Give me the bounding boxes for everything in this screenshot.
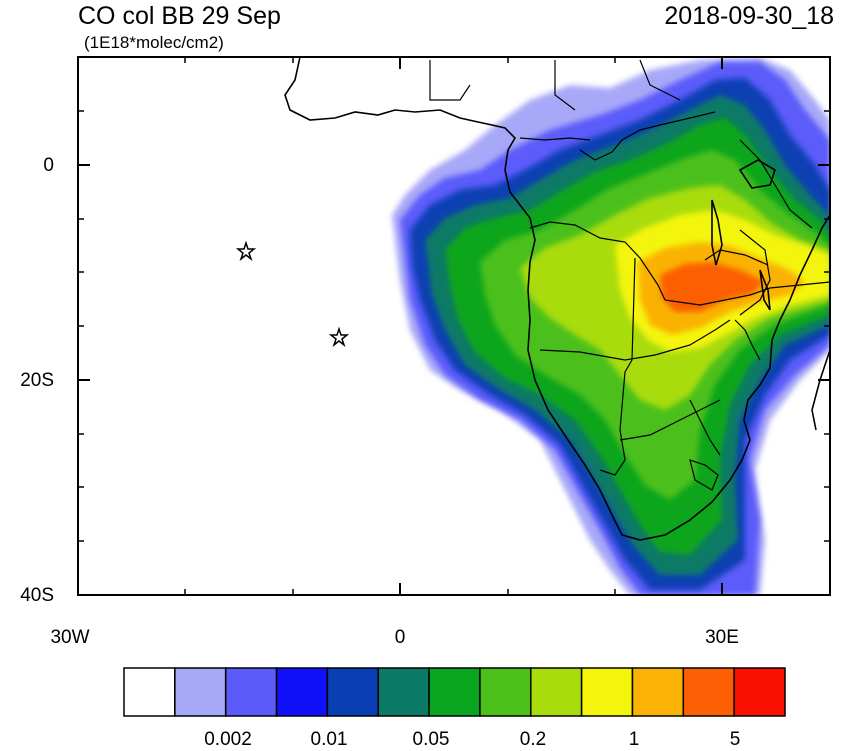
colorbar-swatch-4 bbox=[326, 667, 379, 717]
map-title: CO col BB 29 Sep bbox=[78, 2, 281, 30]
colorbar-swatch-1 bbox=[174, 667, 227, 717]
colorbar-swatch-3 bbox=[275, 667, 329, 717]
colorbar-swatch-12 bbox=[733, 667, 786, 717]
colorbar-swatch-0 bbox=[123, 667, 176, 717]
colorbar-swatch-11 bbox=[682, 667, 735, 717]
lat-label-20s: 20S bbox=[20, 370, 54, 391]
colorbar-label-001: 0.01 bbox=[310, 729, 348, 750]
lat-label-40s: 40S bbox=[20, 585, 54, 606]
colorbar-swatch-5 bbox=[377, 667, 430, 717]
country-borders bbox=[429, 59, 830, 491]
colorbar-swatch-6 bbox=[428, 667, 481, 717]
marker-star-1 bbox=[235, 240, 257, 262]
lake-tanganyika bbox=[711, 199, 723, 266]
lon-label-30w: 30W bbox=[50, 627, 90, 648]
plume-contour-dark-orange bbox=[660, 262, 765, 312]
coastlines bbox=[284, 57, 830, 541]
colorbar bbox=[123, 667, 786, 717]
colorbar-label-1: 1 bbox=[628, 729, 640, 750]
colorbar-label-02: 0.2 bbox=[519, 729, 547, 750]
lon-label-30e: 30E bbox=[705, 627, 739, 648]
colorbar-label-005: 0.05 bbox=[412, 729, 450, 750]
lat-label-0: 0 bbox=[43, 155, 54, 176]
colorbar-swatch-7 bbox=[479, 667, 532, 717]
colorbar-label-5: 5 bbox=[729, 729, 741, 750]
africa-coastline bbox=[284, 57, 830, 541]
colorbar-label-0002: 0.002 bbox=[204, 729, 252, 750]
colorbar-swatch-8 bbox=[530, 667, 583, 717]
madagascar-outline bbox=[811, 349, 830, 431]
axis-ticks bbox=[77, 57, 830, 595]
map-units: (1E18*molec/cm2) bbox=[84, 33, 224, 52]
plume-fill bbox=[392, 58, 830, 595]
lake-malawi bbox=[759, 269, 771, 311]
valid-time: 2018-09-30_18 bbox=[664, 2, 834, 30]
lon-label-0: 0 bbox=[394, 627, 406, 648]
marker-star-2 bbox=[328, 326, 350, 348]
colorbar-swatch-9 bbox=[580, 667, 634, 717]
axis-minor-ticks bbox=[78, 57, 830, 595]
colorbar-swatch-10 bbox=[631, 667, 685, 717]
lake-victoria bbox=[738, 159, 776, 189]
colorbar-swatch-2 bbox=[224, 667, 278, 717]
